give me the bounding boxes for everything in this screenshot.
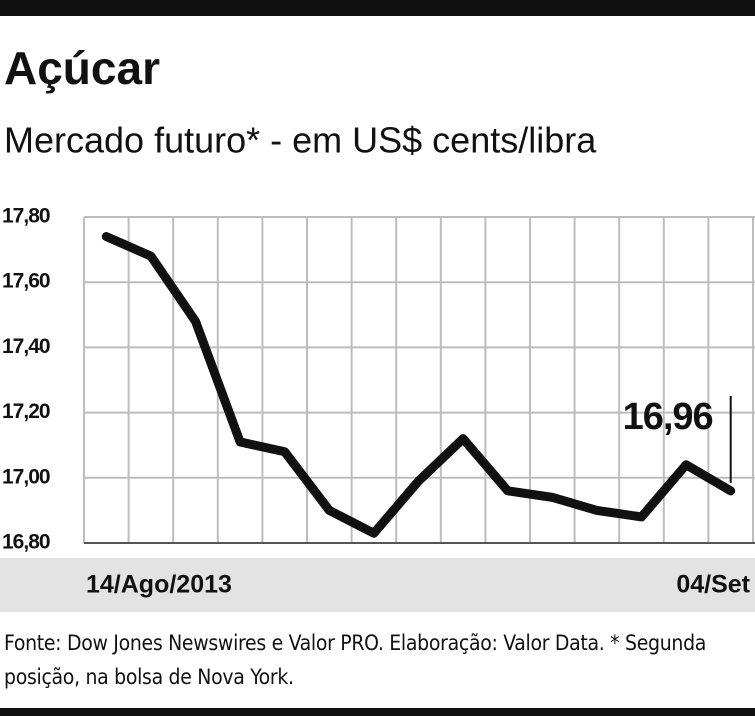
y-tick-label: 17,80: [2, 205, 50, 228]
value-label: 16,96: [623, 396, 713, 438]
bottom-bar: [0, 708, 755, 716]
chart-title: Açúcar: [4, 42, 160, 94]
y-tick-label: 17,40: [2, 335, 50, 358]
y-tick-label: 17,60: [2, 270, 50, 293]
x-tick-label: 14/Ago/2013: [86, 571, 232, 599]
chart-subtitle: Mercado futuro* - em US$ cents/libra: [4, 120, 597, 161]
source-note: Fonte: Dow Jones Newswires e Valor PRO. …: [4, 631, 707, 689]
y-tick-label: 17,20: [2, 400, 50, 423]
top-bar: [0, 0, 755, 16]
y-tick-label: 17,00: [2, 465, 50, 488]
line: [101, 232, 736, 538]
y-tick-label: 16,80: [2, 531, 50, 554]
x-tick-label: 04/Set: [676, 571, 750, 599]
x-axis-band: [0, 558, 755, 612]
